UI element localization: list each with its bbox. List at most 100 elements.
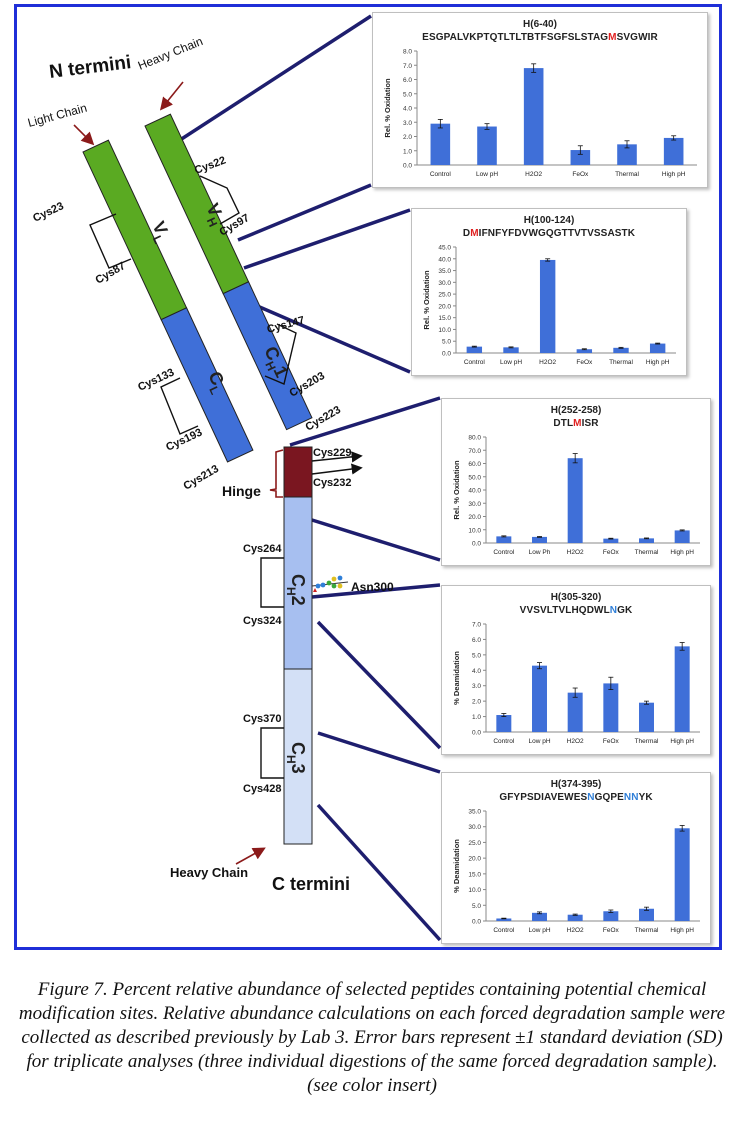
residue: T [580,228,588,239]
residue: S [614,228,622,239]
residue: K [625,605,633,616]
chart-sequence: GFYPSDIAVEWESNGQPENNYK [442,792,710,803]
heavy-chain-top-arrow [159,81,184,111]
y-tick-label: 30.0 [438,280,451,287]
residue: V [623,32,631,43]
ch3-label: CH3 [284,742,308,774]
cys87-label: Cys87 [94,260,128,287]
residue: T [567,228,575,239]
residue: S [533,605,540,616]
y-tick-label: 10.0 [468,527,481,534]
y-tick-label: 30.0 [468,501,481,508]
cys428-label: Cys428 [243,783,282,795]
residue: T [552,605,559,616]
bar-chart: 0.0 10.0 20.0 30.0 40.0 50.0 60.0 70.0 80.0 Rel. … [452,435,700,556]
x-tick-label: FeOx [603,927,620,934]
bracket-ch3 [260,727,284,779]
residue: L [456,32,463,43]
asn300-label: Asn300 [351,580,394,594]
y-tick-label: 4.0 [403,106,412,113]
cys133-label: Cys133 [136,367,176,394]
residue: V [540,605,547,616]
y-tick-label: 20.0 [438,303,451,310]
residue: T [497,32,504,43]
y-tick-label: 80.0 [468,435,481,442]
residue: Q [545,228,554,239]
cys193-label: Cys193 [164,427,204,454]
residue: P [476,32,484,43]
connector-hinge-h252 [289,396,441,447]
residue: N [487,228,496,239]
y-tick-label: 5.0 [472,652,481,659]
residue: F [561,32,568,43]
residue: G [537,228,546,239]
connector-lines [179,14,442,942]
y-tick-label: 35.0 [438,268,451,275]
residue: F [495,228,502,239]
bar-chart: 0.0 5.0 10.0 15.0 20.0 25.0 30.0 35.0 40.0 45.0 Re… [422,245,676,366]
bar-chart: 0.0 1.0 2.0 3.0 4.0 5.0 6.0 7.0 8.0 Rel. % Oxidat… [383,49,697,178]
residue: D [533,792,542,803]
chart-sequence: VVSVLTVLHQDWLNGK [442,605,710,616]
y-tick-label: 40.0 [438,256,451,263]
cys22-label: Cys22 [193,154,228,176]
figure-caption: Figure 7. Percent relative abundance of … [18,979,726,1096]
bracket-ch2 [260,557,284,608]
light-chain-label: Light Chain [26,101,88,130]
residue: S [428,32,436,43]
x-tick-label: H2O2 [539,359,556,366]
residue: F [508,228,515,239]
modified-residue: N [631,792,639,803]
hinge-bracket [269,449,284,498]
residue: D [462,228,471,239]
connector-ch1-h100 [254,303,411,374]
x-tick-label: Thermal [609,359,633,366]
y-tick-label: 4.0 [472,668,481,675]
bar [603,683,619,732]
c-termini-label: C termini [272,874,350,894]
residue: T [621,228,628,239]
bar [567,914,583,921]
bar [663,137,684,165]
connector-ch2-h305 [311,583,441,599]
residue: V [574,228,581,239]
x-tick-label: H2O2 [567,738,584,745]
disulfide-brackets [89,175,297,779]
chart-title: H(100-124) [523,215,575,226]
bar [567,692,583,732]
y-tick-label: 10.0 [468,887,481,894]
y-tick-label: 40.0 [468,488,481,495]
bar [603,538,619,543]
residue: L [546,605,553,616]
y-tick-label: 20.0 [468,514,481,521]
chart-panel-h305-320: H(305-320) VVSVLTVLHQDWLNGK 0.0 1.0 2.0 3.0… [441,585,711,755]
residue: G [499,792,508,803]
residue: T [509,32,516,43]
residue: W [528,228,538,239]
figure-frame [14,4,722,950]
residue: L [603,605,610,616]
y-tick-label: 7.0 [472,622,481,629]
residue: G [435,32,444,43]
chart-title: H(6-40) [523,19,557,30]
bar [503,347,519,353]
x-tick-label: Low pH [476,171,498,178]
residue: V [519,605,527,616]
chart-title: H(252-258) [550,405,602,416]
bar [617,144,637,165]
bar [603,911,619,921]
residue: D [586,605,595,616]
bar [674,530,690,543]
y-tick-label: 3.0 [403,120,412,127]
cys203-label: Cys203 [288,370,327,400]
residue: V [550,792,558,803]
residue: B [527,32,535,43]
bar [639,702,654,732]
x-tick-label: Low pH [528,738,550,745]
y-tick-label: 0.0 [472,541,481,548]
residue: Y [501,228,509,239]
modified-residue: N [587,792,595,803]
x-tick-label: High pH [670,549,694,556]
x-tick-label: Control [493,549,515,556]
bar [567,458,583,543]
